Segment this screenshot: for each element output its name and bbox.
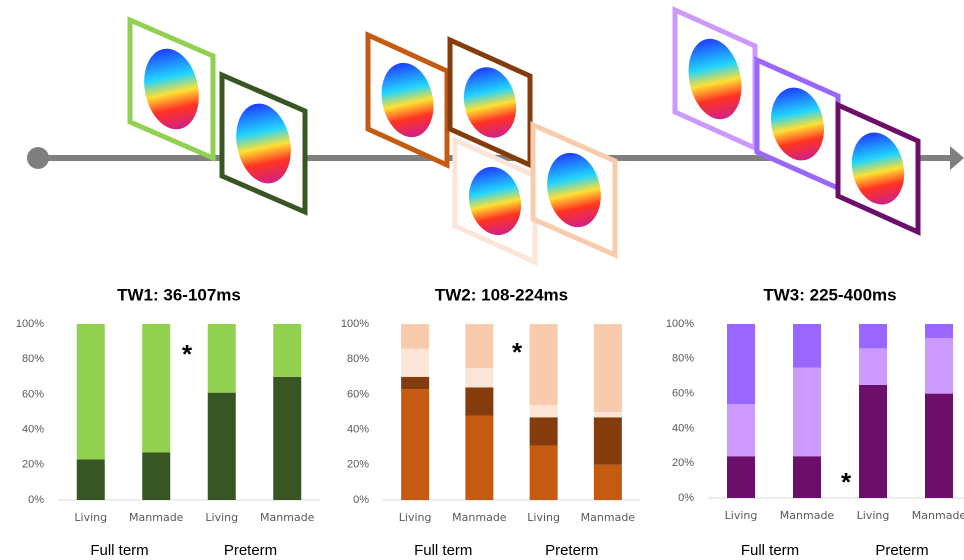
x-tick-label: Manmade	[129, 511, 184, 524]
timeline-start	[27, 147, 49, 169]
bar-segment	[529, 404, 558, 418]
x-tick-label: Manmade	[581, 511, 636, 524]
bar-segment	[273, 376, 302, 500]
y-tick-label: 100%	[16, 318, 44, 330]
bar-segment	[76, 324, 105, 460]
topography-map	[851, 132, 905, 205]
y-tick-label: 80%	[22, 353, 44, 365]
x-tick-label: Living	[857, 509, 890, 522]
bar-segment	[593, 324, 622, 412]
x-tick-label: Manmade	[912, 509, 964, 522]
y-tick-label: 80%	[672, 353, 694, 365]
x-tick-label: Manmade	[780, 509, 835, 522]
topography-map	[144, 48, 199, 130]
chart-title: TW2: 108-224ms	[435, 285, 568, 304]
bar-segment	[529, 417, 558, 446]
x-tick-label: Living	[205, 511, 238, 524]
significance-marker: *	[841, 467, 852, 497]
y-tick-label: 80%	[347, 353, 369, 365]
y-tick-label: 40%	[672, 422, 694, 434]
bar-segment	[793, 367, 821, 457]
x-tick-label: Living	[527, 511, 560, 524]
chart: TW1: 36-107ms 0% 20% 40% 60% 80% 100% Living Man…	[16, 285, 320, 559]
topography-frames	[127, 6, 921, 266]
topography-map	[771, 87, 824, 161]
bar-segment	[727, 324, 755, 405]
bar-segment	[859, 324, 887, 349]
bar-segment	[593, 412, 622, 418]
bar-segment	[76, 459, 105, 500]
x-tick-label: Living	[725, 509, 758, 522]
y-tick-label: 60%	[672, 388, 694, 400]
chart-title: TW3: 225-400ms	[763, 285, 896, 304]
y-tick-label: 40%	[347, 424, 369, 436]
y-tick-label: 60%	[347, 388, 369, 400]
timeline-arrow	[950, 146, 964, 170]
y-tick-label: 60%	[22, 388, 44, 400]
bar-segment	[859, 348, 887, 385]
bar-segment	[465, 368, 494, 388]
bar-segment	[401, 348, 430, 377]
chart: TW2: 108-224ms 0% 20% 40% 60% 80% 100% Living Ma…	[341, 285, 640, 559]
bar-segment	[401, 389, 430, 500]
bar-segment	[207, 324, 236, 393]
topography-map	[463, 67, 517, 138]
bar-segment	[793, 324, 821, 368]
topography-map	[468, 166, 522, 236]
bar-segment	[465, 324, 494, 368]
topography-map	[688, 38, 742, 120]
bar-segment	[529, 445, 558, 500]
significance-marker: *	[182, 339, 193, 369]
y-tick-label: 100%	[341, 318, 369, 330]
y-tick-label: 100%	[666, 318, 694, 330]
bar-segment	[529, 324, 558, 405]
bar-segment	[593, 464, 622, 500]
bar-segment	[727, 456, 755, 498]
x-tick-label: Living	[399, 511, 432, 524]
bar-segment	[793, 456, 821, 498]
bar-segment	[273, 324, 302, 377]
bar-segment	[207, 392, 236, 500]
bar-segment	[401, 376, 430, 390]
x-tick-label: Living	[74, 511, 107, 524]
bar-segment	[925, 393, 953, 498]
bar-segment	[401, 324, 430, 349]
group-label: Full term	[741, 542, 799, 559]
chart-title: TW1: 36-107ms	[117, 285, 241, 304]
bar-segment	[593, 417, 622, 465]
y-tick-label: 40%	[22, 424, 44, 436]
bar-segment	[465, 415, 494, 500]
group-label: Full term	[90, 542, 148, 559]
bar-segment	[142, 452, 171, 500]
significance-marker: *	[512, 337, 523, 367]
topography-map	[547, 152, 601, 228]
y-tick-label: 0%	[353, 494, 369, 506]
y-tick-label: 0%	[678, 492, 694, 504]
x-tick-label: Manmade	[452, 511, 507, 524]
bar-segment	[727, 404, 755, 457]
group-label: Preterm	[875, 542, 928, 559]
bar-segment	[859, 384, 887, 498]
y-tick-label: 20%	[672, 457, 694, 469]
group-label: Full term	[414, 542, 472, 559]
y-tick-label: 0%	[28, 494, 44, 506]
bar-segment	[925, 324, 953, 338]
topography-map	[236, 103, 291, 184]
x-tick-label: Manmade	[260, 511, 315, 524]
chart: TW3: 225-400ms 0% 20% 40% 60% 80% 100% Living Ma…	[666, 285, 964, 559]
y-tick-label: 20%	[347, 459, 369, 471]
bar-segment	[465, 387, 494, 416]
bar-segment	[142, 324, 171, 453]
topography-map	[381, 62, 434, 138]
group-label: Preterm	[545, 542, 598, 559]
bar-segment	[925, 337, 953, 394]
group-label: Preterm	[224, 542, 277, 559]
y-tick-label: 20%	[22, 459, 44, 471]
